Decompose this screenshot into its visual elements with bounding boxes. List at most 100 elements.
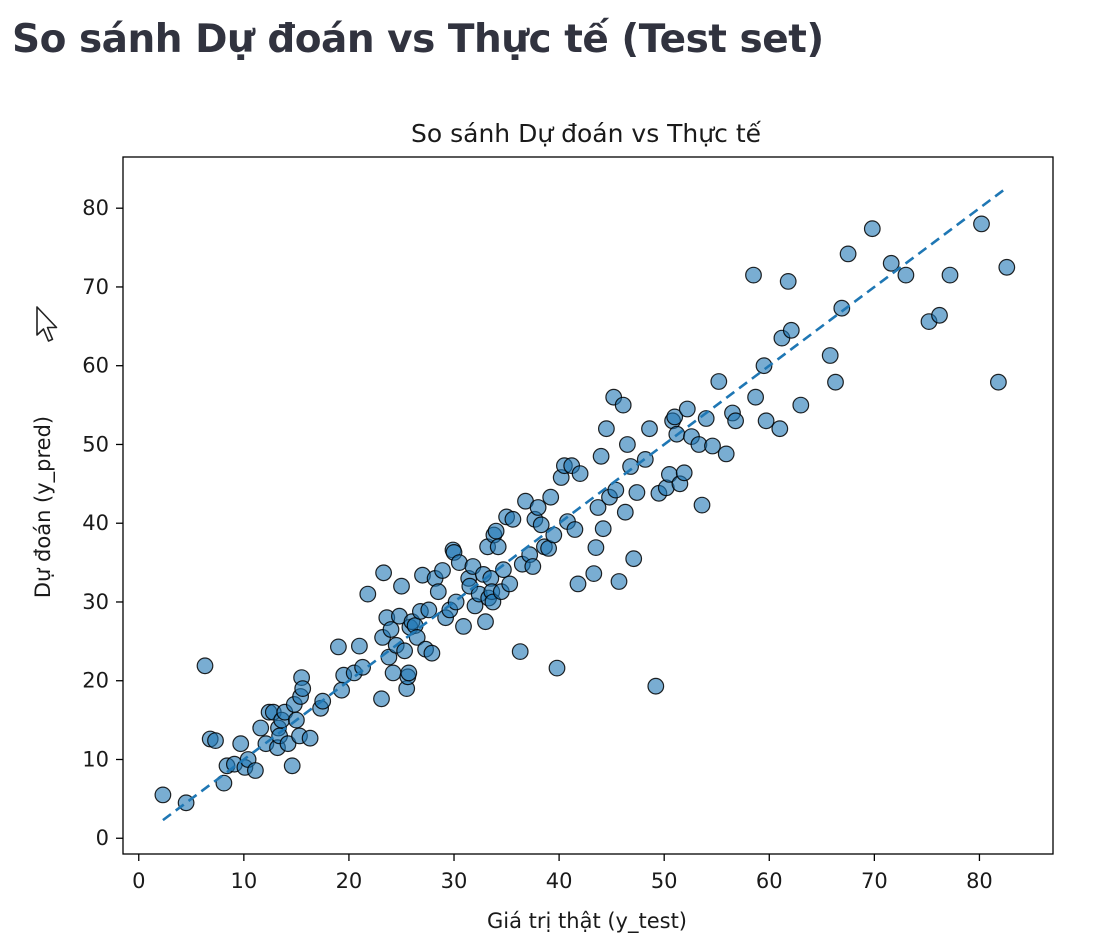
data-point [782,321,800,339]
data-point [294,680,312,697]
data-point [771,420,789,438]
data-point [196,657,214,675]
data-point [283,757,301,775]
data-point [396,642,414,660]
x-axis-ticks: 0 10 20 30 40 50 60 70 80 [132,854,993,893]
data-point [882,254,900,272]
y-tick-label: 0 [96,826,109,850]
data-point [755,357,773,375]
data-point [827,373,844,391]
data-point [215,774,233,792]
data-point [628,484,646,501]
data-point [717,445,735,463]
chart-title: So sánh Dự đoán vs Thực tế [411,119,762,148]
data-point [675,464,693,482]
data-point [569,575,587,593]
data-point [625,550,643,568]
data-point [622,458,639,475]
data-point [542,488,560,506]
data-point [373,690,390,708]
data-point [524,558,542,575]
data-point [839,245,857,263]
x-tick-label: 30 [441,869,468,893]
data-point [477,613,494,631]
data-point [154,786,172,804]
data-point [420,601,438,619]
data-point [423,644,441,662]
data-point [704,437,721,455]
data-point [501,575,519,593]
data-point [594,520,612,538]
data-point [382,621,400,638]
data-point [614,396,632,414]
data-point [619,436,636,453]
data-point [998,258,1016,276]
y-axis-label: Dự đoán (y_pred) [31,416,56,598]
data-point [529,499,547,516]
y-tick-label: 30 [82,590,109,614]
data-point [359,585,377,603]
data-point [434,562,451,579]
x-tick-label: 70 [861,869,888,893]
data-point [487,522,505,540]
data-point [400,664,418,682]
data-point [598,420,615,438]
data-point [232,735,250,753]
y-tick-label: 50 [82,432,109,456]
data-point [330,638,347,656]
data-point [351,637,368,655]
data-point [610,573,628,590]
data-point [566,521,584,538]
page-title: So sánh Dự đoán vs Thực tế (Test set) [12,17,824,62]
data-point [710,373,728,390]
x-tick-label: 80 [966,869,993,893]
data-points [154,215,1016,812]
data-point [616,503,634,521]
data-point [693,496,711,514]
x-tick-label: 10 [230,869,257,893]
y-tick-label: 80 [82,196,109,220]
data-point [607,481,625,499]
data-point [931,306,948,324]
data-point [279,735,297,753]
data-point [990,373,1007,391]
data-point [455,618,472,635]
x-tick-label: 40 [546,869,573,893]
data-point [548,659,566,677]
data-point [779,273,797,290]
data-point [429,583,447,601]
data-point [252,719,270,737]
y-tick-label: 60 [82,354,109,378]
x-tick-label: 50 [651,869,678,893]
data-point [585,565,603,582]
data-point [571,465,589,483]
data-point [666,408,684,426]
data-point [589,499,607,516]
data-point [532,516,550,534]
data-point [246,762,264,779]
y-axis-ticks: 0 10 20 30 40 50 60 70 80 [82,196,123,850]
data-point [354,658,372,676]
data-point [511,643,529,660]
mouse-pointer-icon [36,306,58,342]
data-point [821,347,839,364]
data-point [747,388,764,406]
plot-frame [122,156,1054,855]
y-tick-label: 10 [82,747,109,771]
x-axis-label: Giá trị thật (y_test) [487,909,687,934]
data-point [375,564,393,582]
x-tick-label: 60 [756,869,783,893]
data-point [833,299,851,317]
reference-line [162,187,1007,822]
x-tick-label: 0 [132,869,145,893]
data-point [647,677,665,695]
data-point [636,451,654,468]
data-point [727,412,744,430]
data-point [641,420,658,438]
data-point [973,215,990,233]
data-point [678,400,696,418]
x-tick-label: 20 [336,869,363,893]
y-tick-label: 20 [82,669,109,693]
data-point [587,539,605,556]
